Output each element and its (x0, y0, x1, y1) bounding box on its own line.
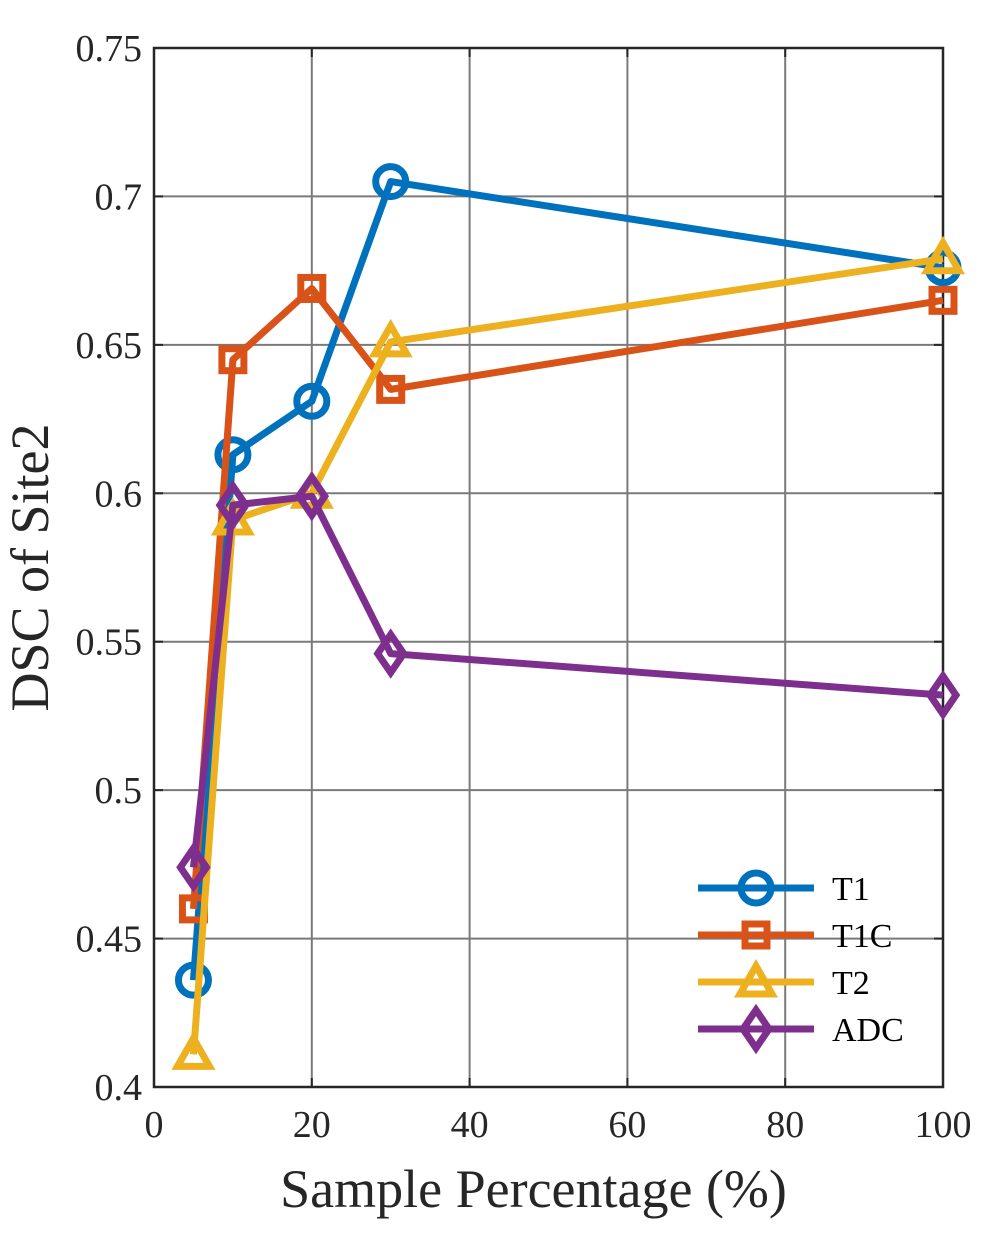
y-tick-label: 0.5 (95, 770, 143, 812)
legend-label: T1C (832, 918, 892, 955)
plot-area-frame (152, 46, 945, 1089)
y-tick-label: 0.7 (95, 176, 143, 218)
data-point-triangle (171, 1031, 216, 1070)
legend-label: T2 (832, 965, 870, 1002)
data-point-diamond (925, 669, 961, 721)
series-line (189, 284, 944, 910)
data-point-circle (214, 436, 252, 474)
legend-marker-diamond (738, 1003, 774, 1055)
legend-item: T2 (698, 958, 870, 1002)
data-point-diamond (176, 842, 211, 893)
x-tick-label: 0 (145, 1104, 164, 1146)
y-tick-label: 0.55 (76, 622, 143, 664)
data-point-circle (293, 382, 331, 420)
data-point-triangle (920, 235, 966, 275)
data-point-diamond (215, 479, 251, 531)
legend-marker-triangle (733, 958, 779, 998)
data-point-square (376, 374, 406, 404)
x-tick-label: 60 (608, 1104, 646, 1146)
legend-label: ADC (832, 1012, 904, 1049)
data-point-diamond (373, 628, 408, 679)
legend-label: T1 (832, 871, 870, 908)
y-tick-label: 0.4 (95, 1067, 143, 1109)
y-tick-label: 0.45 (76, 919, 143, 961)
data-point-square (297, 273, 327, 303)
series-layer (171, 163, 966, 1070)
data-point-diamond (294, 471, 330, 522)
data-point-circle (174, 961, 212, 999)
series-adc (176, 471, 961, 893)
legend-marker-square (741, 920, 771, 950)
data-point-circle (372, 163, 410, 201)
series-t1c (178, 273, 958, 924)
series-line (189, 492, 944, 868)
data-point-square (928, 285, 958, 315)
y-axis-title: DSC of Site2 (0, 423, 60, 711)
legend-item: T1 (698, 869, 870, 908)
data-point-triangle (368, 318, 413, 358)
y-tick-label: 0.75 (76, 28, 143, 70)
legend-marker-circle (737, 869, 775, 907)
x-axis-title: Sample Percentage (%) (280, 1159, 787, 1219)
legend-item: ADC (698, 1003, 904, 1055)
x-tick-label: 20 (293, 1104, 331, 1146)
data-point-square (218, 345, 248, 375)
x-tick-label: 40 (451, 1104, 489, 1146)
legend-item: T1C (698, 918, 892, 955)
x-axis-ticks: 0 20 40 60 80 100 (145, 48, 972, 1146)
y-axis-ticks: 0.4 0.45 0.5 0.55 0.6 0.65 0.7 0.75 (76, 28, 943, 1109)
y-tick-label: 0.6 (95, 473, 143, 515)
y-tick-label: 0.65 (76, 325, 143, 367)
x-tick-label: 80 (766, 1104, 804, 1146)
x-tick-label: 100 (915, 1104, 972, 1146)
legend: T1 T1C T2 ADC (698, 869, 904, 1055)
series-line (189, 255, 944, 1055)
